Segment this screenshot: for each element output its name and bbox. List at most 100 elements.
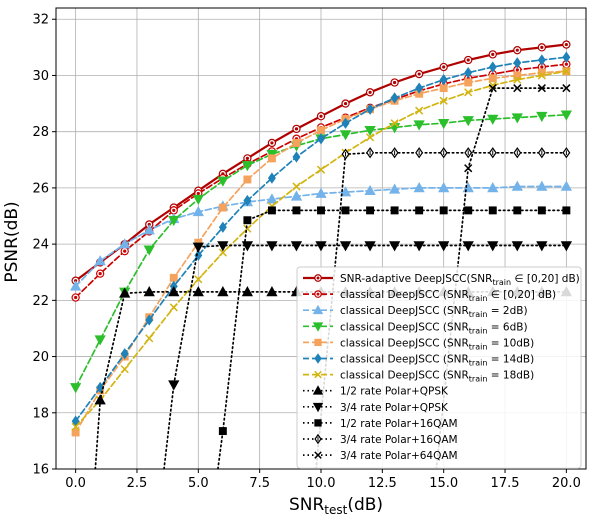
data-point	[314, 451, 322, 459]
y-tick-label: 28	[32, 125, 49, 140]
legend-label: SNR-adaptive DeepJSCC(SNRtrain ∈ [0,20] …	[340, 273, 580, 287]
data-point	[464, 78, 473, 87]
data-point	[560, 180, 573, 191]
legend-entry-11: 3/4 rate Polar+16QAM	[303, 433, 458, 446]
data-point	[243, 216, 252, 225]
data-point	[560, 241, 573, 252]
data-point	[267, 154, 276, 163]
x-tick-label: 15.0	[429, 476, 458, 491]
data-point	[243, 175, 252, 184]
data-point	[218, 221, 227, 233]
data-point	[267, 172, 276, 184]
data-point	[168, 215, 180, 227]
data-point-center	[491, 52, 495, 56]
legend-label-subscript: train	[469, 310, 488, 319]
data-point	[241, 161, 254, 172]
data-point-center	[294, 127, 299, 131]
data-point	[314, 370, 322, 379]
legend-label-main: classical DeepJSCC (SNR	[340, 321, 469, 333]
data-point	[462, 116, 474, 127]
data-point-center	[98, 272, 102, 276]
legend-entry-1: SNR-adaptive DeepJSCC(SNRtrain ∈ [0,20] …	[303, 273, 580, 287]
data-point-stroke	[390, 119, 399, 128]
legend-label-subscript: train	[469, 375, 488, 384]
legend-label-suffix: = 10dB)	[487, 337, 534, 349]
data-point	[267, 206, 276, 215]
data-point	[487, 241, 499, 252]
legend-label-suffix: ∈ [0,20] dB)	[511, 273, 580, 285]
data-point	[415, 82, 424, 94]
y-axis-label: PSNR(dB)	[2, 201, 22, 282]
data-point	[314, 353, 322, 364]
axes-layer: 0.0 2.5 5.0 7.5 10.0 12.5 15.0 17.5 20.0 16 18 20 22…	[32, 7, 587, 491]
legend-label: 3/4 rate Polar+64QAM	[340, 450, 458, 462]
series-6	[71, 51, 571, 427]
data-point-stroke	[439, 96, 448, 105]
y-tick-label: 32	[32, 13, 49, 28]
data-point	[217, 241, 229, 252]
series-9	[163, 241, 573, 469]
y-tick-label: 20	[32, 350, 49, 365]
data-point	[243, 194, 252, 207]
data-point	[71, 422, 80, 431]
data-point	[536, 180, 548, 191]
data-point	[317, 206, 325, 215]
data-point-stroke	[488, 84, 497, 93]
data-point-stroke	[488, 81, 497, 90]
data-point	[120, 365, 129, 374]
data-point	[69, 383, 82, 394]
data-point	[169, 303, 178, 312]
data-point	[169, 273, 178, 282]
series-line	[217, 209, 568, 469]
data-point	[339, 186, 352, 197]
data-point	[439, 96, 448, 105]
legend-entry-3: classical DeepJSCC (SNRtrain = 2dB)	[303, 304, 528, 319]
data-point	[71, 428, 80, 437]
data-point-stroke	[537, 84, 546, 93]
data-point	[339, 130, 352, 141]
legend-label: 1/2 rate Polar+QPSK	[340, 386, 449, 398]
data-point	[94, 255, 106, 266]
data-point	[488, 84, 497, 93]
data-point	[312, 402, 324, 413]
data-point	[464, 206, 473, 215]
legend-entry-8: 1/2 rate Polar+QPSK	[303, 385, 449, 398]
data-point	[96, 381, 105, 394]
data-point-stroke	[314, 370, 322, 379]
data-point	[292, 151, 301, 163]
data-point	[218, 248, 227, 257]
data-point-stroke	[145, 334, 154, 343]
data-point	[145, 314, 154, 326]
data-point-stroke	[562, 67, 571, 76]
legend-entry-5: classical DeepJSCC (SNRtrain = 10dB)	[303, 337, 534, 351]
data-point	[413, 182, 425, 193]
data-point	[365, 133, 375, 142]
data-point-center	[540, 65, 544, 69]
x-axis-label: SNRtest(dB)	[289, 495, 383, 517]
data-point	[143, 224, 155, 235]
data-point	[438, 182, 450, 193]
data-point	[390, 119, 399, 128]
x-tick-label: 17.5	[491, 476, 520, 491]
data-point	[439, 74, 448, 86]
legend-label: classical DeepJSCC (SNRtrain = 2dB)	[340, 305, 528, 319]
data-point	[388, 183, 401, 194]
legend-box	[296, 266, 582, 469]
data-point	[488, 206, 497, 215]
data-point	[562, 67, 571, 76]
data-point-stroke	[71, 422, 80, 431]
data-point	[438, 241, 450, 252]
legend-label-suffix: = 2dB)	[487, 305, 527, 317]
data-point	[536, 111, 548, 123]
y-tick-label: 30	[32, 69, 49, 84]
data-point	[315, 187, 327, 198]
data-point-center	[245, 156, 249, 160]
data-point	[560, 110, 573, 121]
data-point	[143, 245, 155, 256]
legend-label-suffix: = 18dB)	[487, 370, 534, 382]
data-point	[388, 241, 401, 252]
data-point	[536, 241, 548, 252]
data-point-center	[564, 42, 568, 47]
data-point-stroke	[464, 88, 473, 97]
data-point	[194, 249, 203, 262]
